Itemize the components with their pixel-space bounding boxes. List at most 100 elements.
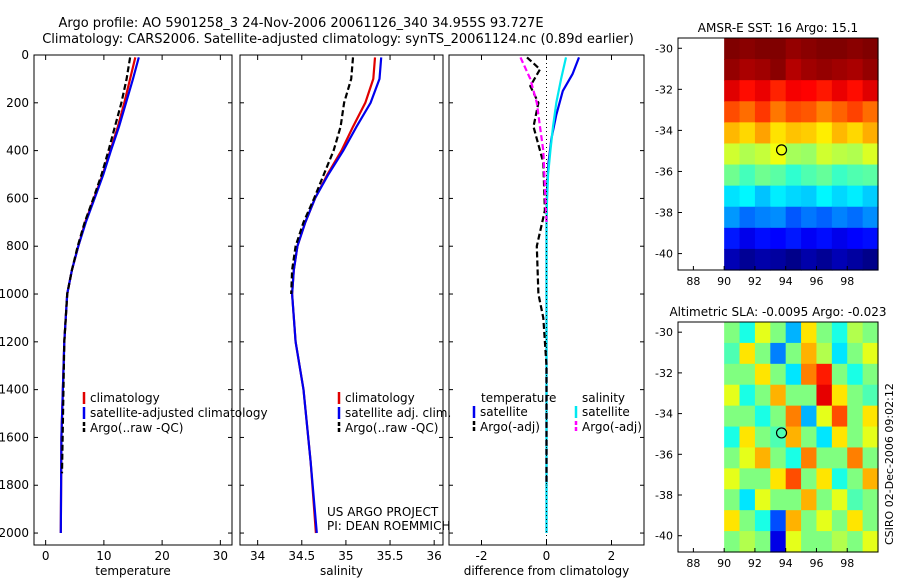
salinity-series-line [290,57,355,295]
sst_map-cell [785,80,802,102]
sst_map-cell [816,122,833,145]
sst_map-cell [831,38,848,60]
difference-legend-title: salinity [582,391,625,405]
sla_map-cell [785,468,802,490]
sst_map-cell [847,38,864,60]
sst_map-cell [847,101,864,123]
sst_map-cell [831,185,848,208]
sst_map-cell [862,122,879,145]
sla_map-cell [847,363,864,386]
sla_map-title: Altimetric SLA: -0.0095 Argo: -0.023 [669,305,886,319]
sst_map-cell [862,59,879,81]
sla_map-cell [754,510,771,532]
sla_map-ytick-label: -34 [655,408,673,421]
figure-title-line1: Argo profile: AO 5901258_3 24-Nov-2006 2… [58,16,543,31]
sla_map-argo-marker [775,427,788,439]
sst_map-cell [801,122,818,145]
sla_map-cell [862,342,879,365]
sla_map-cell [724,426,741,449]
difference-xtick-label: -2 [476,549,488,563]
sst_map-cell [724,143,741,166]
salinity-xlabel: salinity [320,564,363,578]
sla_map-cell [862,489,879,511]
sla_map-cell [770,342,787,365]
salinity-annotation: US ARGO PROJECT [327,505,439,519]
sla_map-cell [801,531,818,553]
ytick-label: 2000 [0,526,29,540]
sla_map-cell [770,405,787,428]
sla_map-cell [770,510,787,532]
sst_map-cell [831,206,848,229]
sst_map-cell [862,80,879,102]
sst_map-cell [785,206,802,229]
sla_map-ytick-label: -30 [655,326,673,339]
sla_map-cell [801,468,818,490]
sla_map-cell [816,447,833,469]
sst_map-frame [677,37,879,271]
temperature-xtick-label: 0 [42,549,50,563]
sla_map-xtick-label: 98 [840,557,854,570]
sla_map-xtick-label: 90 [717,557,731,570]
difference-series-line [545,57,568,533]
sla_map-cell [754,342,771,365]
sla_map-cell [785,531,802,553]
sst_map-cell [739,164,756,187]
difference-legend-label: Argo(-adj) [480,420,540,434]
salinity-legend-label: satellite adj. clim. [345,406,451,420]
sla_map-cell [739,426,756,449]
difference-xtick-label: 2 [608,549,616,563]
sla_map-cell [816,489,833,511]
sla_map-xtick-label: 92 [748,557,762,570]
sla_map-cell [785,489,802,511]
sst_map-cell [831,143,848,166]
sla_map-cell [754,447,771,469]
sla_map-cell [847,342,864,365]
sla_map-cell [739,342,756,365]
sla_map-cell [739,363,756,386]
ytick-label: 1400 [0,383,29,397]
temperature-xlabel: temperature [95,564,170,578]
sla_map-cell [816,426,833,449]
sla_map-cell [801,384,818,407]
sst_map-cell [816,185,833,208]
sla_map-cell [847,384,864,407]
sst_map-cell [816,206,833,229]
sla_map-cell [739,531,756,553]
sst_map-ytick-label: -30 [655,42,673,55]
sla_map-cell [862,426,879,449]
sst_map-cell [739,80,756,102]
salinity-xtick-label: 35 [338,549,353,563]
sst_map-cell [862,248,879,271]
sst_map-cell [754,143,771,166]
sst_map-cell [754,185,771,208]
sla_map-cell [801,363,818,386]
sst_map-cell [831,59,848,81]
sst_map-cell [770,164,787,187]
ytick-label: 0 [21,48,29,62]
sst_map-xtick-label: 98 [840,275,854,288]
sst_map-cell [816,164,833,187]
sst_map-cell [862,185,879,208]
sst_map-cell [754,164,771,187]
sla_map-cell [739,322,756,344]
sla_map-cell [785,363,802,386]
sla_map-cell [754,426,771,449]
sst_map-cell [724,122,741,145]
sst_map-xtick-label: 94 [779,275,793,288]
sla_map-cell [862,447,879,469]
sla_map-cell [816,531,833,553]
sst_map-cell [724,185,741,208]
sst_map-cell [785,101,802,123]
sst_map-cell [785,227,802,250]
sst_map-cell [847,164,864,187]
sst_map-cell [754,227,771,250]
sla_map-xtick-label: 94 [779,557,793,570]
sst_map-cell [785,164,802,187]
sla_map-cell [770,363,787,386]
sst_map-cell [739,206,756,229]
sla_map-cell [847,426,864,449]
salinity-annotation: PI: DEAN ROEMMICH [327,519,450,533]
sla_map-cell [847,405,864,428]
sla_map-cell [816,342,833,365]
